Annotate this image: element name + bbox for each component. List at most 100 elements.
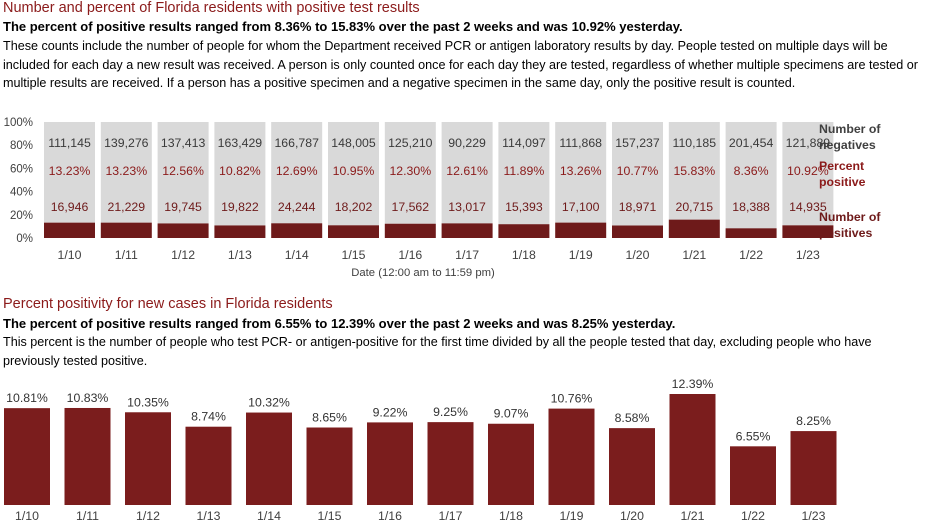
x-tick-label: 1/19 — [569, 248, 593, 262]
negatives-bar — [271, 122, 323, 224]
x-tick-label: 1/19 — [560, 509, 584, 523]
x-tick-label: 1/12 — [171, 248, 195, 262]
positivity-value-label: 10.83% — [67, 391, 109, 405]
positivity-value-label: 8.74% — [191, 410, 226, 424]
positivity-value-label: 12.39% — [672, 377, 714, 391]
negatives-value-label: 114,097 — [502, 136, 546, 150]
legend-entry: Percent positive — [819, 159, 866, 189]
x-tick-label: 1/20 — [620, 509, 644, 523]
stacked-bar-chart: 0% 20% 40% 60% 80% 100% 111,145 13.23% 16,946 1/1… — [4, 117, 882, 279]
x-tick-label: 1/17 — [455, 248, 479, 262]
positivity-value-label: 8.25% — [796, 414, 831, 428]
positivity-value-label: 9.25% — [433, 405, 468, 419]
positives-value-label: 17,100 — [562, 200, 600, 214]
positivity-bar-chart: 10.81% 1/10 10.83% 1/11 10.35% 1/12 8.74% 1/13 1… — [4, 377, 837, 523]
percent-positive-label: 10.95% — [333, 164, 375, 178]
positivity-value-label: 8.65% — [312, 411, 347, 425]
negatives-bar — [157, 122, 209, 224]
percent-positive-label: 12.61% — [446, 164, 488, 178]
chart2-description: This percent is the number of people who… — [3, 335, 872, 368]
percent-positive-label: 13.23% — [105, 164, 147, 178]
positivity-value-label: 10.35% — [127, 395, 169, 409]
negatives-value-label: 137,413 — [161, 136, 206, 150]
x-tick-label: 1/20 — [626, 248, 650, 262]
positivity-bar — [306, 427, 353, 505]
x-tick-label: 1/18 — [499, 509, 523, 523]
negatives-value-label: 148,005 — [331, 136, 376, 150]
x-tick-label: 1/14 — [257, 509, 281, 523]
chart1-title: Number and percent of Florida residents … — [3, 0, 420, 16]
positivity-value-label: 10.81% — [6, 391, 48, 405]
x-tick-label: 1/22 — [739, 248, 763, 262]
positives-value-label: 16,946 — [51, 200, 89, 214]
x-tick-label: 1/15 — [318, 509, 342, 523]
negatives-bar — [782, 122, 834, 226]
positives-bar — [725, 228, 777, 238]
negatives-value-label: 139,276 — [104, 136, 149, 150]
positivity-value-label: 9.07% — [494, 407, 529, 421]
x-tick-label: 1/11 — [115, 248, 138, 262]
positives-value-label: 21,229 — [107, 200, 145, 214]
y-tick-label: 80% — [10, 140, 33, 152]
x-tick-label: 1/13 — [228, 248, 252, 262]
positives-bar — [214, 225, 266, 238]
y-tick-label: 20% — [10, 210, 33, 222]
positives-value-label: 18,202 — [335, 200, 373, 214]
positives-bar — [498, 224, 550, 238]
positives-value-label: 17,562 — [391, 200, 429, 214]
negatives-bar — [328, 122, 379, 226]
percent-positive-label: 13.23% — [49, 164, 91, 178]
x-tick-label: 1/10 — [58, 248, 82, 262]
percent-positive-label: 10.77% — [617, 164, 659, 178]
positives-value-label: 14,935 — [789, 200, 827, 214]
chart2-subtitle: The percent of positive results ranged f… — [3, 316, 676, 331]
percent-positive-label: 8.36% — [734, 164, 769, 178]
negatives-value-label: 110,185 — [673, 136, 717, 150]
negatives-value-label: 111,868 — [559, 136, 602, 150]
positives-bar — [668, 219, 720, 238]
positives-value-label: 13,017 — [448, 200, 486, 214]
negatives-bar — [100, 122, 152, 223]
percent-positive-label: 12.56% — [162, 164, 204, 178]
legend-entry: Number of positives — [819, 210, 881, 240]
negatives-bar — [214, 122, 266, 226]
percent-positive-label: 12.30% — [389, 164, 431, 178]
x-tick-label: 1/14 — [285, 248, 309, 262]
percent-positive-label: 10.82% — [219, 164, 261, 178]
x-tick-label: 1/22 — [741, 509, 765, 523]
positivity-bar — [367, 422, 413, 505]
positivity-bar — [548, 408, 595, 505]
positivity-bar — [488, 423, 534, 505]
y-tick-label: 100% — [4, 117, 33, 129]
negatives-bar — [498, 122, 550, 225]
positives-bar — [100, 222, 152, 238]
negatives-value-label: 166,787 — [274, 136, 319, 150]
negatives-bar — [555, 122, 607, 223]
x-tick-label: 1/10 — [15, 509, 39, 523]
positivity-bar — [246, 412, 292, 505]
negatives-value-label: 163,429 — [218, 136, 263, 150]
negatives-value-label: 125,210 — [388, 136, 433, 150]
positives-bar — [328, 225, 379, 238]
chart1-description: These counts include the number of peopl… — [3, 39, 918, 90]
x-tick-label: 1/23 — [802, 509, 826, 523]
negatives-bar — [44, 122, 95, 223]
positives-bar — [44, 222, 95, 238]
positivity-bar — [609, 428, 655, 505]
negatives-value-label: 111,145 — [48, 136, 91, 150]
chart2-title: Percent positivity for new cases in Flor… — [3, 296, 333, 312]
negatives-bar — [384, 122, 436, 224]
positivity-value-label: 9.22% — [373, 405, 408, 419]
positives-bar — [612, 225, 663, 238]
positivity-bar — [790, 431, 837, 505]
positives-value-label: 19,745 — [164, 200, 202, 214]
y-tick-label: 60% — [10, 163, 33, 175]
x-tick-label: 1/11 — [76, 509, 99, 523]
negatives-value-label: 157,237 — [615, 136, 660, 150]
x-tick-label: 1/18 — [512, 248, 536, 262]
x-tick-label: 1/21 — [681, 509, 705, 523]
positives-value-label: 20,715 — [675, 200, 713, 214]
percent-positive-label: 13.26% — [560, 164, 602, 178]
y-tick-label: 0% — [16, 233, 33, 245]
negatives-bar — [612, 122, 663, 226]
